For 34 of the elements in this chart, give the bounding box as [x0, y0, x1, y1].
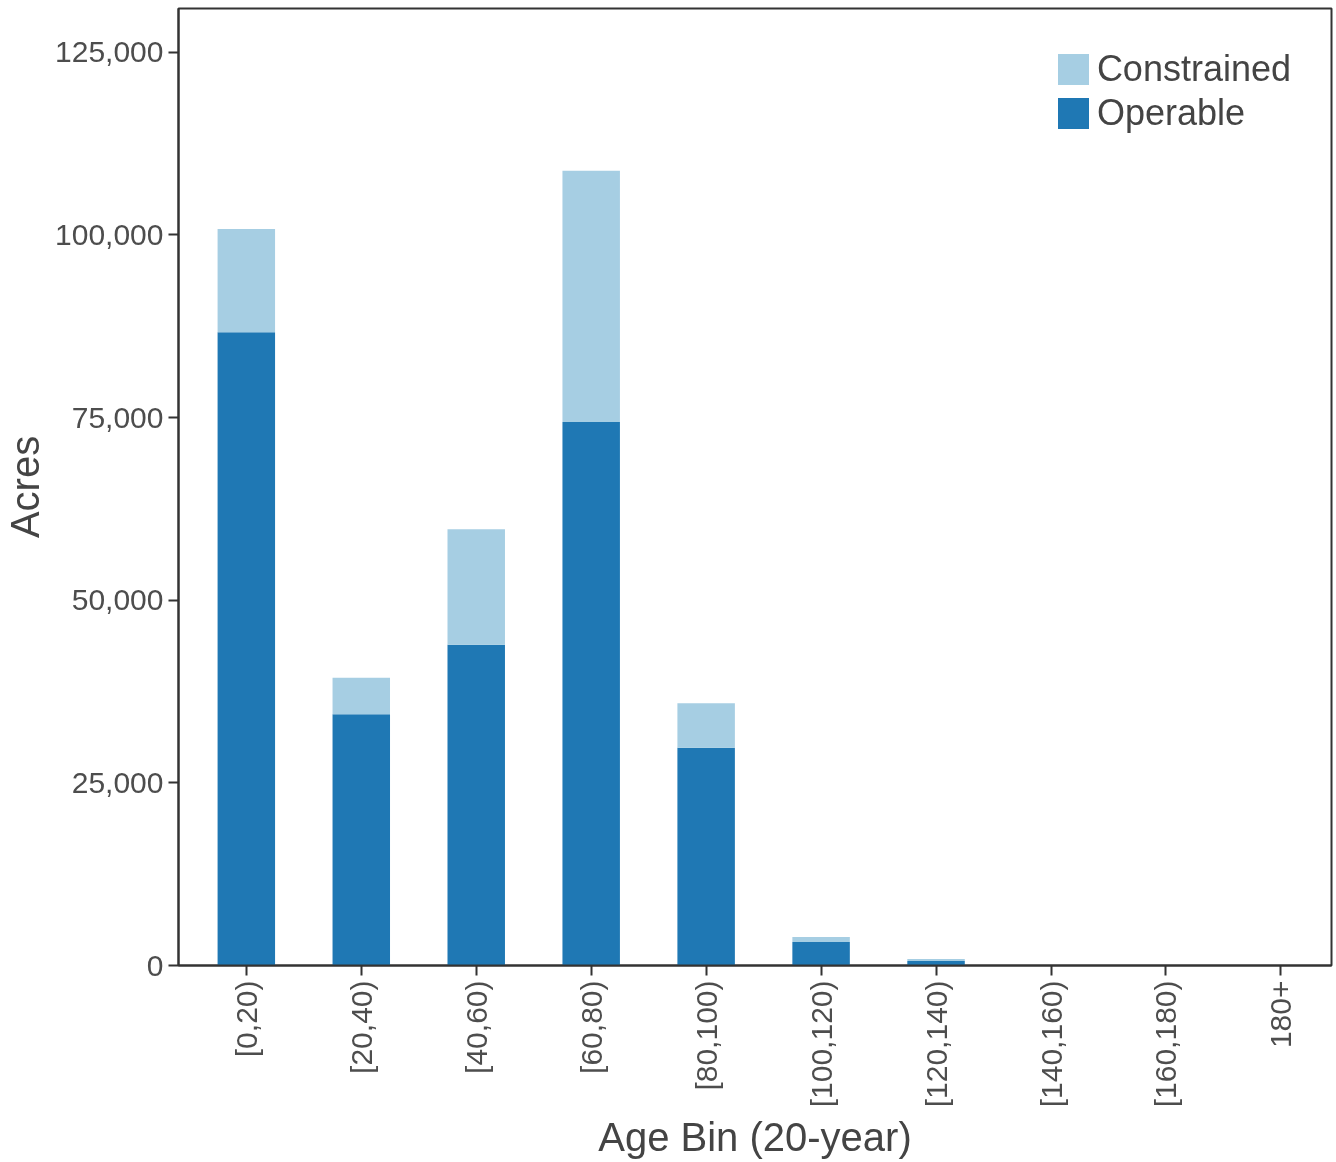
x-tick-label: 180+	[1264, 980, 1298, 1049]
bar	[677, 747, 735, 966]
x-tick-label: [20,40)	[344, 980, 378, 1074]
bar	[217, 332, 276, 966]
bar	[217, 229, 276, 333]
y-tick-label: 125,000	[55, 35, 164, 69]
x-tick-label: [140,160)	[1034, 980, 1068, 1108]
x-tick-label: [120,140)	[919, 980, 953, 1108]
bar	[332, 677, 391, 715]
bar	[677, 703, 735, 748]
y-tick-label: 75,000	[71, 400, 164, 434]
bar	[447, 529, 505, 645]
x-tick-label: [0,20)	[229, 980, 263, 1058]
x-tick-label: [40,60)	[459, 980, 493, 1074]
legend-label: Constrained	[1096, 48, 1291, 90]
y-axis-title: Acres	[3, 435, 48, 539]
legend-label: Operable	[1096, 92, 1245, 134]
bar	[907, 961, 965, 966]
y-tick-label: 25,000	[71, 765, 164, 799]
x-axis-title: Age Bin (20-year)	[598, 1115, 912, 1160]
bar	[562, 170, 620, 422]
bar	[447, 644, 505, 966]
bar	[792, 942, 850, 966]
bar	[792, 937, 850, 943]
y-tick-label: 0	[146, 948, 164, 982]
bar	[907, 958, 965, 962]
x-tick-label: [160,180)	[1149, 980, 1183, 1108]
x-tick-label: [60,80)	[574, 980, 608, 1074]
y-tick-label: 100,000	[55, 217, 164, 251]
x-tick-label: [80,100)	[689, 980, 723, 1091]
bar	[562, 421, 620, 966]
bar	[332, 714, 391, 966]
x-tick-label: [100,120)	[804, 980, 838, 1108]
y-tick-label: 50,000	[71, 583, 164, 617]
